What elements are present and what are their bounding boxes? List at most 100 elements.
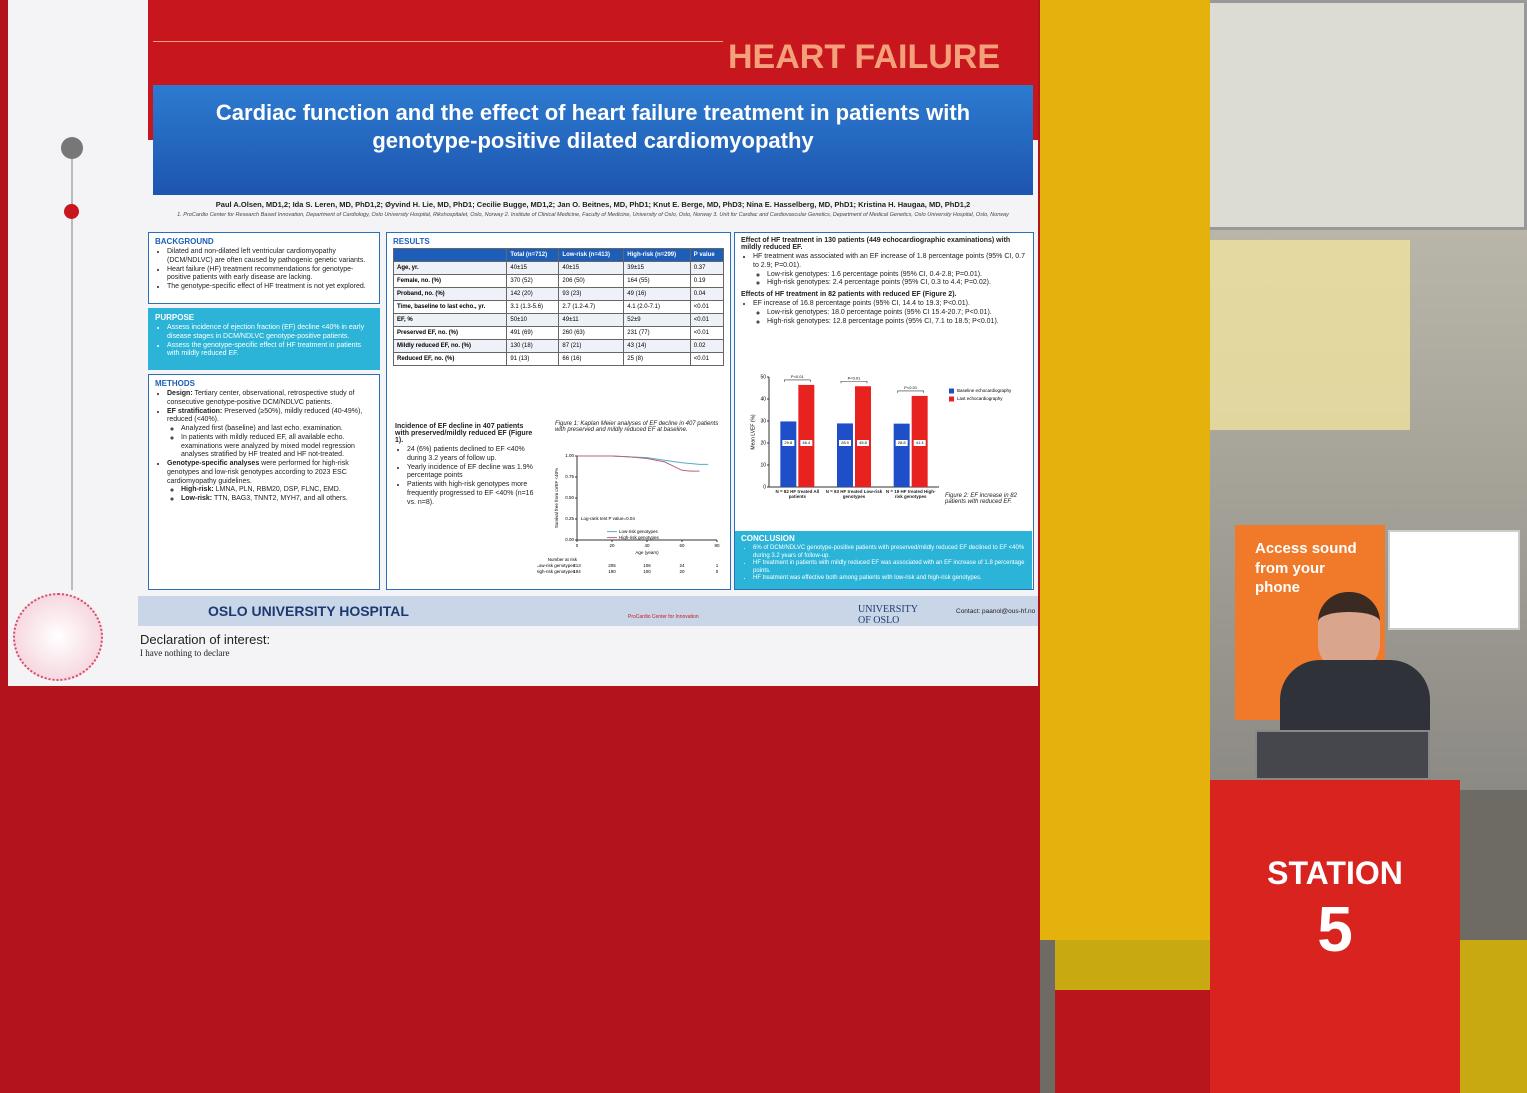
y-tick-label: 10 (760, 462, 766, 468)
yellow-wall (1040, 0, 1210, 940)
purpose-box: PURPOSE Assess incidence of ejection fra… (148, 308, 380, 370)
header-cell: High-risk (n=299) (623, 248, 691, 262)
list-item: Assess incidence of ejection fraction (E… (167, 324, 373, 342)
legend-label: Baseline echocardiography (957, 388, 1012, 393)
banner-line (153, 22, 723, 42)
list-item: Heart failure (HF) treatment recommendat… (167, 266, 373, 284)
row-label: Age, yr. (392, 261, 508, 275)
table-cell: <0.01 (689, 313, 725, 327)
row-label: Proband, no. (%) (392, 287, 508, 301)
value-label-bg (857, 440, 869, 446)
incidence-heading: Incidence of EF decline in 407 patients … (395, 423, 533, 444)
y-tick-label: 0.50 (565, 495, 574, 500)
row-label: EF, % (392, 313, 508, 327)
value-label: 28.8 (898, 440, 907, 445)
risk-value: 100 (643, 569, 651, 574)
list-item: Patients with high-risk genotypes more f… (407, 481, 535, 507)
figure1-caption: Figure 1: Kaplan Meier analyses of EF de… (555, 421, 719, 433)
significance-bracket (897, 390, 924, 393)
background-list: Dilated and non-dilated left ventricular… (155, 248, 373, 292)
item-text: were performed for high-risk genotypes a… (167, 460, 349, 485)
item-label: High-risk: (181, 486, 214, 494)
table-cell: 3.1 (1.3-5.6) (506, 300, 560, 314)
legend-swatch (949, 388, 954, 394)
table-cell: 370 (52) (506, 274, 560, 288)
methods-box: METHODS Design: Tertiary center, observa… (148, 374, 380, 590)
value-label-bg (839, 440, 851, 446)
table-row: Preserved EF, no. (%) 491 (69) 260 (63) 231… (392, 326, 725, 340)
table-cell: 4.1 (2.0-7.1) (623, 300, 691, 314)
risk-value: 106 (643, 563, 651, 568)
table-cell: 93 (23) (558, 287, 625, 301)
x-tick-label: 80 (714, 543, 720, 548)
y-tick-label: 30 (760, 418, 766, 424)
y-tick-label: 40 (760, 396, 766, 402)
item-text: Tertiary center, observational, retrospe… (167, 390, 355, 406)
timeline-dot (64, 204, 79, 219)
table-row: Mildly reduced EF, no. (%) 130 (18) 87 (21… (392, 339, 725, 353)
list-item: Genotype-specific analyses were performe… (167, 460, 373, 504)
laptop (1255, 730, 1430, 780)
risk-value: 190 (608, 569, 616, 574)
timeline (71, 150, 73, 590)
list-item: In patients with mildly reduced EF, all … (181, 434, 373, 460)
risk-name: Low-risk genotypes (537, 563, 576, 568)
x-tick-label: 0 (576, 543, 579, 548)
list-item: High-risk genotypes: 2.4 percentage poin… (767, 279, 1027, 288)
table-row: Time, baseline to last echo., yr. 3.1 (1.… (392, 300, 725, 314)
significance-label: P<0.01 (791, 374, 805, 379)
y-tick-label: 0.25 (565, 516, 574, 521)
item-text: HF treatment was associated with an EF i… (753, 253, 1025, 269)
table-row: EF, % 50±10 49±11 52±9 <0.01 (392, 313, 725, 327)
booth-screen (1388, 530, 1520, 630)
section-heading: PURPOSE (155, 313, 195, 322)
bar (837, 423, 853, 487)
value-label: 41.4 (916, 440, 925, 445)
booth-sign: Access sound from your phone (1255, 540, 1357, 596)
effect-list: EF increase of 16.8 percentage points (9… (741, 300, 1027, 326)
table-cell: 52±9 (623, 313, 691, 327)
table-cell: 91 (13) (506, 352, 560, 366)
person-head (1318, 592, 1380, 672)
item-label: Low-risk: (181, 495, 213, 502)
significance-bracket (840, 380, 868, 384)
poster-title: Cardiac function and the effect of heart… (153, 85, 1033, 195)
annotation: Log-rank test P value=0.04 (581, 516, 635, 521)
footer-center: ProCardio Center for Innovation (628, 614, 699, 620)
table-row: Proband, no. (%) 142 (20) 93 (23) 49 (16) 0.… (392, 287, 725, 301)
footer-hospital: OSLO UNIVERSITY HOSPITAL (208, 603, 409, 619)
km-chart: 0.00 0.25 0.50 0.75 1.00 0 20 40 60 80 Age (years)… (537, 453, 720, 574)
x-tick-label: N = 82 HF treated All patients (775, 489, 820, 499)
table-cell: 0.37 (689, 261, 725, 275)
x-tick-label-box: N = 63 HF treated Low-risk genotypes (826, 489, 883, 499)
effect-heading: Effect of HF treatment in 130 patients (… (741, 237, 1011, 251)
km-curve (577, 455, 709, 465)
figure2-caption: Figure 2: EF increase in 82 patients wit… (945, 493, 1017, 505)
row-label: Reduced EF, no. (%) (392, 352, 508, 366)
table-cell: 43 (14) (623, 339, 691, 353)
results-box: RESULTS Total (n=712) Low-risk (n=413) Hig… (386, 232, 731, 590)
table-cell: 206 (50) (558, 274, 625, 288)
item-label: Genotype-specific analyses (167, 460, 260, 467)
table-cell: 231 (77) (623, 326, 691, 340)
bar (855, 386, 871, 487)
risk-value: 20 (679, 569, 685, 574)
item-text: EF increase of 16.8 percentage points (9… (753, 300, 970, 307)
table-header: Total (n=712) Low-risk (n=413) High-risk (… (392, 248, 725, 262)
table-cell: 0.04 (689, 287, 725, 301)
footer-contact: Contact: paanol@ous-hf.no (956, 608, 1036, 615)
table-row: Reduced EF, no. (%) 91 (13) 66 (16) 25 (8) <… (392, 352, 725, 366)
table-cell: <0.01 (689, 326, 725, 340)
x-tick-label-box: N = 82 HF treated All patients (775, 489, 820, 499)
risk-value: 1 (716, 563, 719, 568)
effect-heading: Effects of HF treatment in 82 patients w… (741, 291, 957, 298)
value-label: 46.4 (802, 440, 811, 445)
table-cell: 164 (55) (623, 274, 691, 288)
y-tick-label: 20 (760, 440, 766, 446)
station-number: 5 (1317, 893, 1353, 965)
item-label: Design: (167, 390, 193, 397)
table-cell: 25 (8) (623, 352, 691, 366)
legend-label: High-risk genotypes (619, 535, 660, 540)
methods-list: Design: Tertiary center, observational, … (155, 390, 373, 504)
